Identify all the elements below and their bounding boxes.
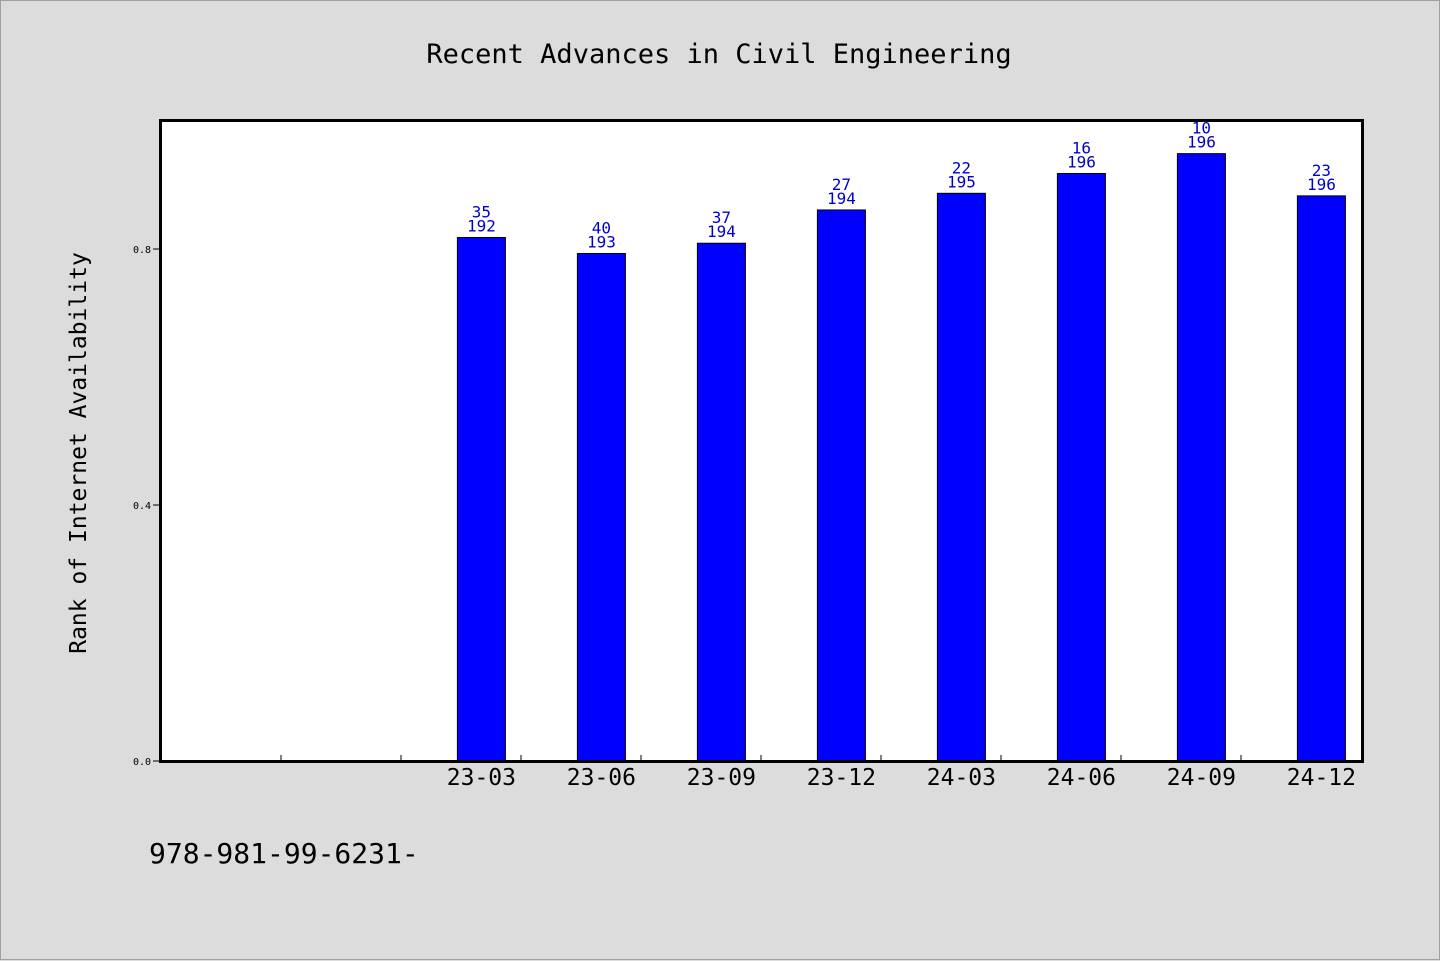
x-tick-label: 23-09 (687, 765, 756, 791)
bar (456, 236, 506, 762)
bar (1176, 153, 1226, 762)
y-tick-label: 0.4 (133, 501, 151, 512)
bar (936, 192, 986, 762)
data-label-bottom: 194 (707, 222, 736, 241)
plot-border (159, 119, 1364, 763)
bars-group (456, 153, 1346, 762)
x-tick-label: 24-03 (927, 765, 996, 791)
x-axis: 23-03 23-06 23-09 23-12 24-03 24-06 24-09 24-12 (280, 755, 1356, 791)
data-label-bottom: 195 (947, 172, 976, 191)
x-tick-label: 24-12 (1287, 765, 1356, 791)
data-label-top: 35 (472, 202, 491, 221)
data-label-bottom: 192 (467, 216, 496, 235)
data-label-bottom: 196 (1067, 152, 1096, 171)
plot-area (160, 120, 1363, 762)
y-tick-label: 0.0 (133, 757, 151, 768)
x-tick-label: 23-06 (567, 765, 636, 791)
y-tick-label: 0.8 (133, 245, 151, 256)
bar (816, 209, 866, 762)
data-label-top: 16 (1072, 138, 1091, 157)
bar (576, 252, 626, 762)
data-label-bottom: 194 (827, 189, 856, 208)
y-axis-label: Rank of Internet Availability (66, 252, 92, 654)
chart-title: Recent Advances in Civil Engineering (426, 39, 1011, 70)
data-label-bottom: 193 (587, 232, 616, 251)
data-label-top: 27 (832, 175, 851, 194)
x-tick-label: 23-12 (807, 765, 876, 791)
data-label-top: 22 (952, 158, 971, 177)
data-label-top: 23 (1312, 161, 1331, 180)
data-label-top: 10 (1192, 119, 1211, 138)
data-label-top: 40 (592, 218, 611, 237)
data-label-bottom: 196 (1307, 175, 1336, 194)
bar (1296, 195, 1346, 762)
x-tick-label: 24-09 (1167, 765, 1236, 791)
y-axis: 0.0 0.4 0.8 (133, 245, 161, 768)
x-tick-label: 23-03 (447, 765, 516, 791)
bar (1056, 172, 1106, 762)
data-label-bottom: 196 (1187, 133, 1216, 152)
bar (696, 242, 746, 762)
data-label-top: 37 (712, 208, 731, 227)
x-tick-label: 24-06 (1047, 765, 1116, 791)
isbn-footer: 978-981-99-6231- (149, 837, 419, 870)
